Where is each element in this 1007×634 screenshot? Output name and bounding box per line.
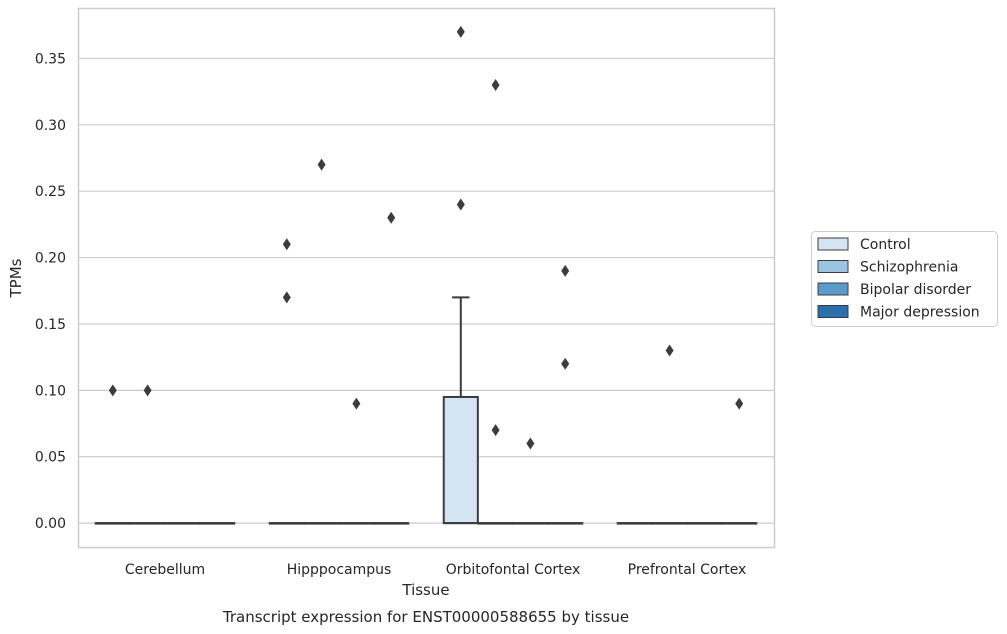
legend-label: Bipolar disorder <box>860 282 971 298</box>
chart-caption: Transcript expression for ENST0000058865… <box>222 608 629 626</box>
box-plots <box>94 25 758 525</box>
y-tick-label: 0.25 <box>35 184 66 200</box>
y-tick-label: 0.10 <box>35 383 66 399</box>
box-plot <box>512 437 549 525</box>
box-plot <box>94 384 131 525</box>
outlier-point <box>387 211 396 224</box>
plot-frame <box>77 7 776 549</box>
outlier-point <box>491 79 500 91</box>
y-tick-label: 0.30 <box>35 118 66 134</box>
outlier-point <box>491 424 500 437</box>
legend-label: Schizophrenia <box>860 260 958 276</box>
box <box>442 395 479 525</box>
outlier-point <box>735 397 744 410</box>
y-tick-label: 0.15 <box>35 317 66 333</box>
y-axis-title: TPMs <box>7 258 25 298</box>
grid <box>78 57 774 524</box>
x-tick-label: Cerebellum <box>125 562 205 578</box>
legend-label: Control <box>860 237 911 253</box>
box-plot <box>442 25 479 525</box>
box-plot <box>303 158 340 525</box>
y-tick-label: 0.20 <box>35 251 66 267</box>
box-plot <box>721 397 758 525</box>
outlier-point <box>665 344 674 357</box>
box-plot <box>477 79 514 525</box>
box-plot <box>686 522 723 525</box>
y-tick-label: 0.05 <box>35 450 66 466</box>
box-plot <box>164 522 201 525</box>
outlier-point <box>282 291 291 304</box>
box-plot <box>268 238 305 525</box>
legend-label: Major depression <box>860 305 980 321</box>
box-plot <box>547 264 584 525</box>
x-tick-label: Orbitofontal Cortex <box>446 562 581 578</box>
box-plot <box>616 522 653 525</box>
y-tick-label: 0.00 <box>35 516 66 532</box>
box-plot <box>651 344 688 525</box>
box-plot <box>199 522 236 525</box>
legend-swatch <box>817 305 849 318</box>
outlier-point <box>561 264 570 277</box>
y-tick-label: 0.35 <box>35 51 66 67</box>
outlier-point <box>561 357 570 370</box>
outlier-point <box>282 238 291 251</box>
outlier-point <box>108 384 117 397</box>
x-axis-title: Tissue <box>401 581 449 599</box>
legend-swatch <box>817 237 849 251</box>
box-plot <box>373 211 410 525</box>
legend: Control Schizophrenia Bipolar disorder Majo… <box>811 231 998 327</box>
x-axis-ticks: Cerebellum Hipppocampus Orbitofontal Corte… <box>125 562 746 578</box>
outlier-point <box>456 198 465 211</box>
y-axis-ticks: 0.00 0.05 0.10 0.15 0.20 0.25 0.30 0.35 <box>35 51 66 532</box>
outlier-point <box>352 397 361 410</box>
outlier-point <box>317 158 326 171</box>
legend-swatch <box>817 260 849 273</box>
outlier-point <box>526 437 535 450</box>
x-tick-label: Hipppocampus <box>287 562 392 578</box>
legend-swatch <box>817 282 849 296</box>
x-tick-label: Prefrontal Cortex <box>628 562 747 578</box>
outlier-point <box>143 384 152 397</box>
legend-frame <box>811 231 998 327</box>
box-plot <box>338 397 375 525</box>
outlier-point <box>456 25 465 38</box>
box-plot <box>129 384 166 525</box>
